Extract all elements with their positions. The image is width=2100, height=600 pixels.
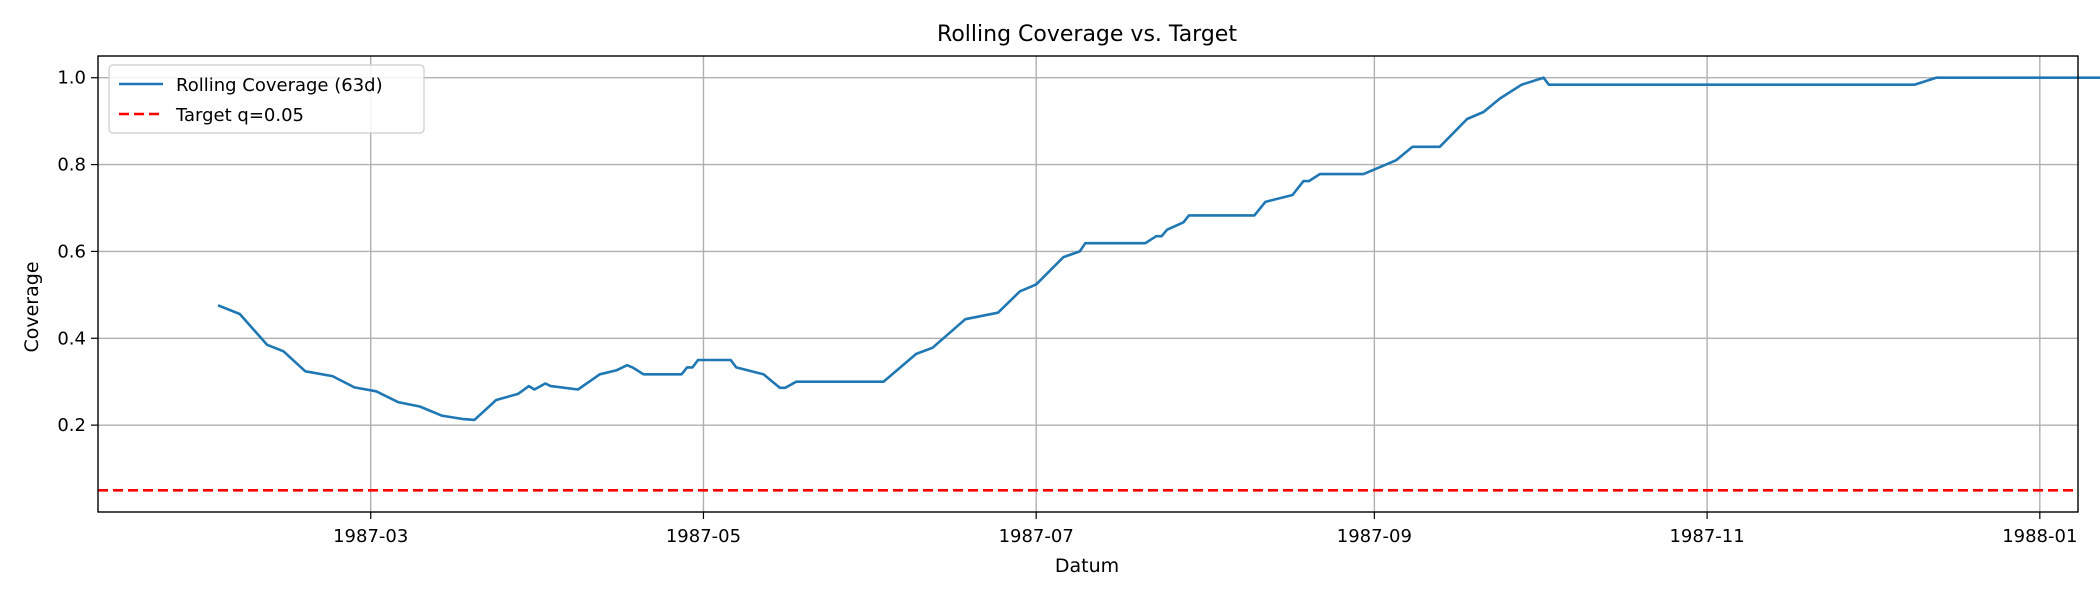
y-tick-label: 1.0 (57, 68, 86, 89)
x-tick-label: 1988-01 (2002, 526, 2077, 547)
legend: Rolling Coverage (63d) Target q=0.05 (108, 64, 425, 134)
y-tick-label: 0.8 (57, 155, 86, 176)
plot-frame (97, 55, 2079, 513)
legend-label: Rolling Coverage (63d) (176, 75, 383, 96)
x-axis-label: Datum (1055, 555, 1119, 577)
x-tick-label: 1987-11 (1669, 526, 1744, 547)
legend-label: Target q=0.05 (175, 105, 304, 126)
y-axis-label: Coverage (21, 261, 43, 352)
x-tick-label: 1987-07 (999, 526, 1074, 547)
chart-title: Rolling Coverage vs. Target (937, 22, 1237, 47)
x-tick-label: 1987-09 (1337, 526, 1412, 547)
legend-box (108, 64, 425, 134)
x-tick-label: 1987-05 (666, 526, 741, 547)
x-tick-label: 1987-03 (333, 526, 408, 547)
grid-lines (98, 56, 2078, 512)
data-series (98, 76, 2100, 492)
y-tick-label: 0.4 (57, 328, 86, 349)
y-tick-label: 0.2 (57, 415, 86, 436)
series-line-rolling-coverage (217, 76, 2100, 422)
y-tick-label: 0.6 (57, 241, 86, 262)
axes: 0.2 0.4 0.6 0.8 1.0 1987-03 1987-05 1987-07 1987… (57, 55, 2079, 547)
